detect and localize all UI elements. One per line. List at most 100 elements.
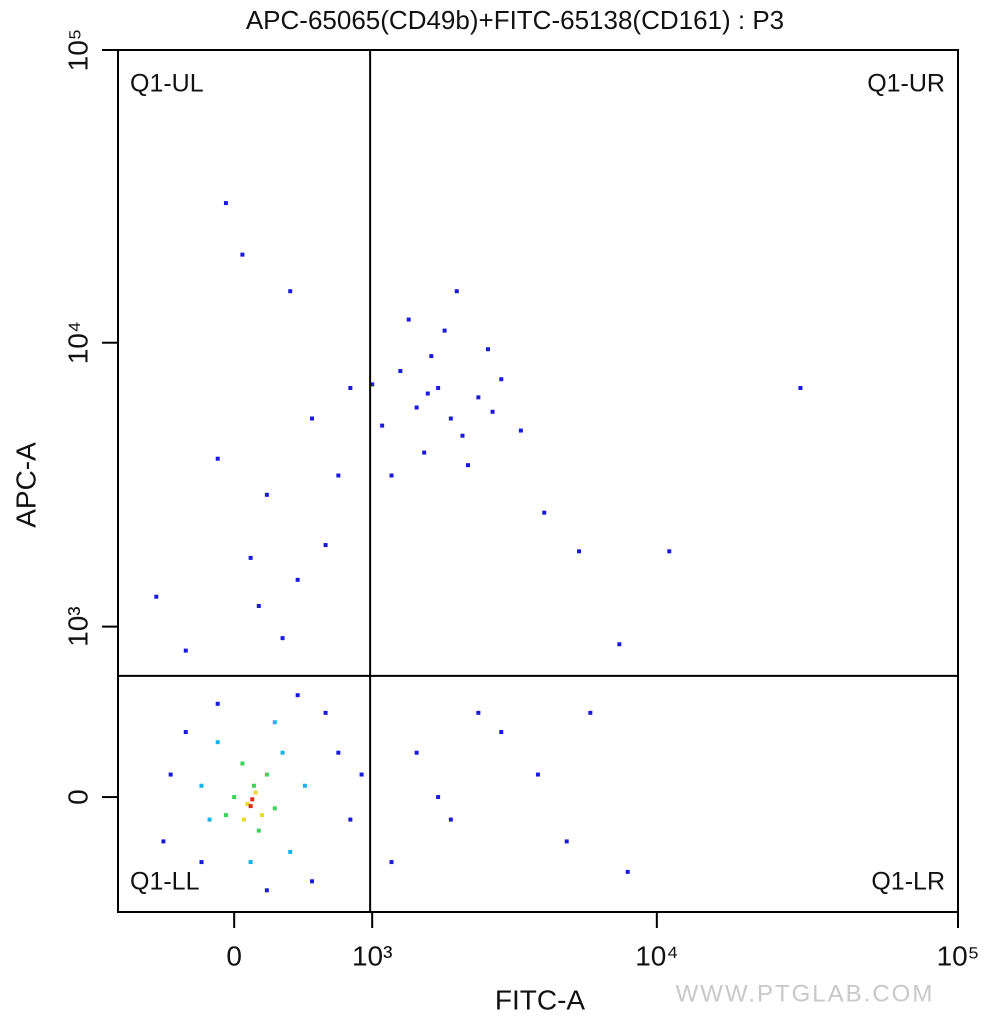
point (183, 648, 188, 653)
point (518, 428, 523, 433)
point (380, 423, 385, 428)
point (223, 813, 228, 818)
point (248, 555, 253, 560)
point (272, 720, 277, 725)
point (499, 377, 504, 382)
point (248, 804, 253, 809)
point (389, 860, 394, 865)
quadrant-label: Q1-UR (867, 70, 945, 98)
point (414, 405, 419, 410)
point (264, 492, 269, 497)
point (264, 888, 269, 893)
point (215, 740, 220, 745)
point (302, 783, 307, 788)
x-tick-label: 0 (226, 940, 242, 971)
point (280, 750, 285, 755)
point (436, 385, 441, 390)
point (272, 806, 277, 811)
point (215, 456, 220, 461)
point (442, 328, 447, 333)
point (422, 450, 427, 455)
point (667, 549, 672, 554)
point (250, 797, 255, 802)
point (323, 543, 328, 548)
point (215, 701, 220, 706)
point (389, 473, 394, 478)
point (251, 783, 256, 788)
x-axis-label: FITC-A (495, 984, 586, 1015)
point (348, 385, 353, 390)
point (256, 603, 261, 608)
point (617, 642, 622, 647)
point (485, 347, 490, 352)
x-tick-label: 10³ (352, 940, 392, 971)
y-tick-label: 10⁵ (62, 29, 93, 72)
point (414, 750, 419, 755)
point (406, 317, 411, 322)
point (348, 817, 353, 822)
point (476, 395, 481, 400)
point (264, 772, 269, 777)
point (288, 849, 293, 854)
point (253, 790, 258, 795)
point (448, 817, 453, 822)
y-tick-label: 0 (62, 789, 93, 805)
y-axis-label: APC-A (10, 442, 41, 528)
x-tick-label: 10⁵ (937, 940, 980, 971)
point (240, 252, 245, 257)
point (183, 730, 188, 735)
chart-title: APC-65065(CD49b)+FITC-65138(CD161) : P3 (246, 5, 784, 35)
point (223, 201, 228, 206)
y-tick-label: 10³ (62, 606, 93, 646)
point (429, 354, 434, 359)
point (564, 839, 569, 844)
point (425, 391, 430, 396)
point (454, 289, 459, 294)
point (542, 510, 547, 515)
point (336, 750, 341, 755)
quadrant-label: Q1-LR (871, 868, 945, 896)
y-tick-label: 10⁴ (62, 321, 93, 364)
point (154, 594, 159, 599)
point (245, 801, 250, 806)
point (460, 433, 465, 438)
point (359, 772, 364, 777)
point (310, 416, 315, 421)
point (288, 289, 293, 294)
point (207, 817, 212, 822)
point (588, 710, 593, 715)
quadrant-label: Q1-LL (130, 868, 200, 896)
point (398, 369, 403, 374)
point (465, 463, 470, 468)
point (499, 730, 504, 735)
point (476, 710, 481, 715)
point (625, 869, 630, 874)
point (161, 839, 166, 844)
quadrant-label: Q1-UL (130, 70, 204, 98)
point (168, 772, 173, 777)
point (295, 577, 300, 582)
point (232, 795, 237, 800)
point (448, 416, 453, 421)
point (310, 879, 315, 884)
point (436, 795, 441, 800)
point (295, 693, 300, 698)
point (577, 549, 582, 554)
watermark: WWW.PTGLAB.COM (676, 980, 935, 1007)
point (242, 817, 247, 822)
point (370, 382, 375, 387)
point (256, 828, 261, 833)
point (798, 385, 803, 390)
point (490, 409, 495, 414)
point (199, 860, 204, 865)
point (336, 473, 341, 478)
point (248, 860, 253, 865)
point (323, 710, 328, 715)
plot-frame (117, 49, 959, 913)
point (535, 772, 540, 777)
point (280, 636, 285, 641)
x-tick-label: 10⁴ (635, 940, 678, 971)
point (199, 783, 204, 788)
